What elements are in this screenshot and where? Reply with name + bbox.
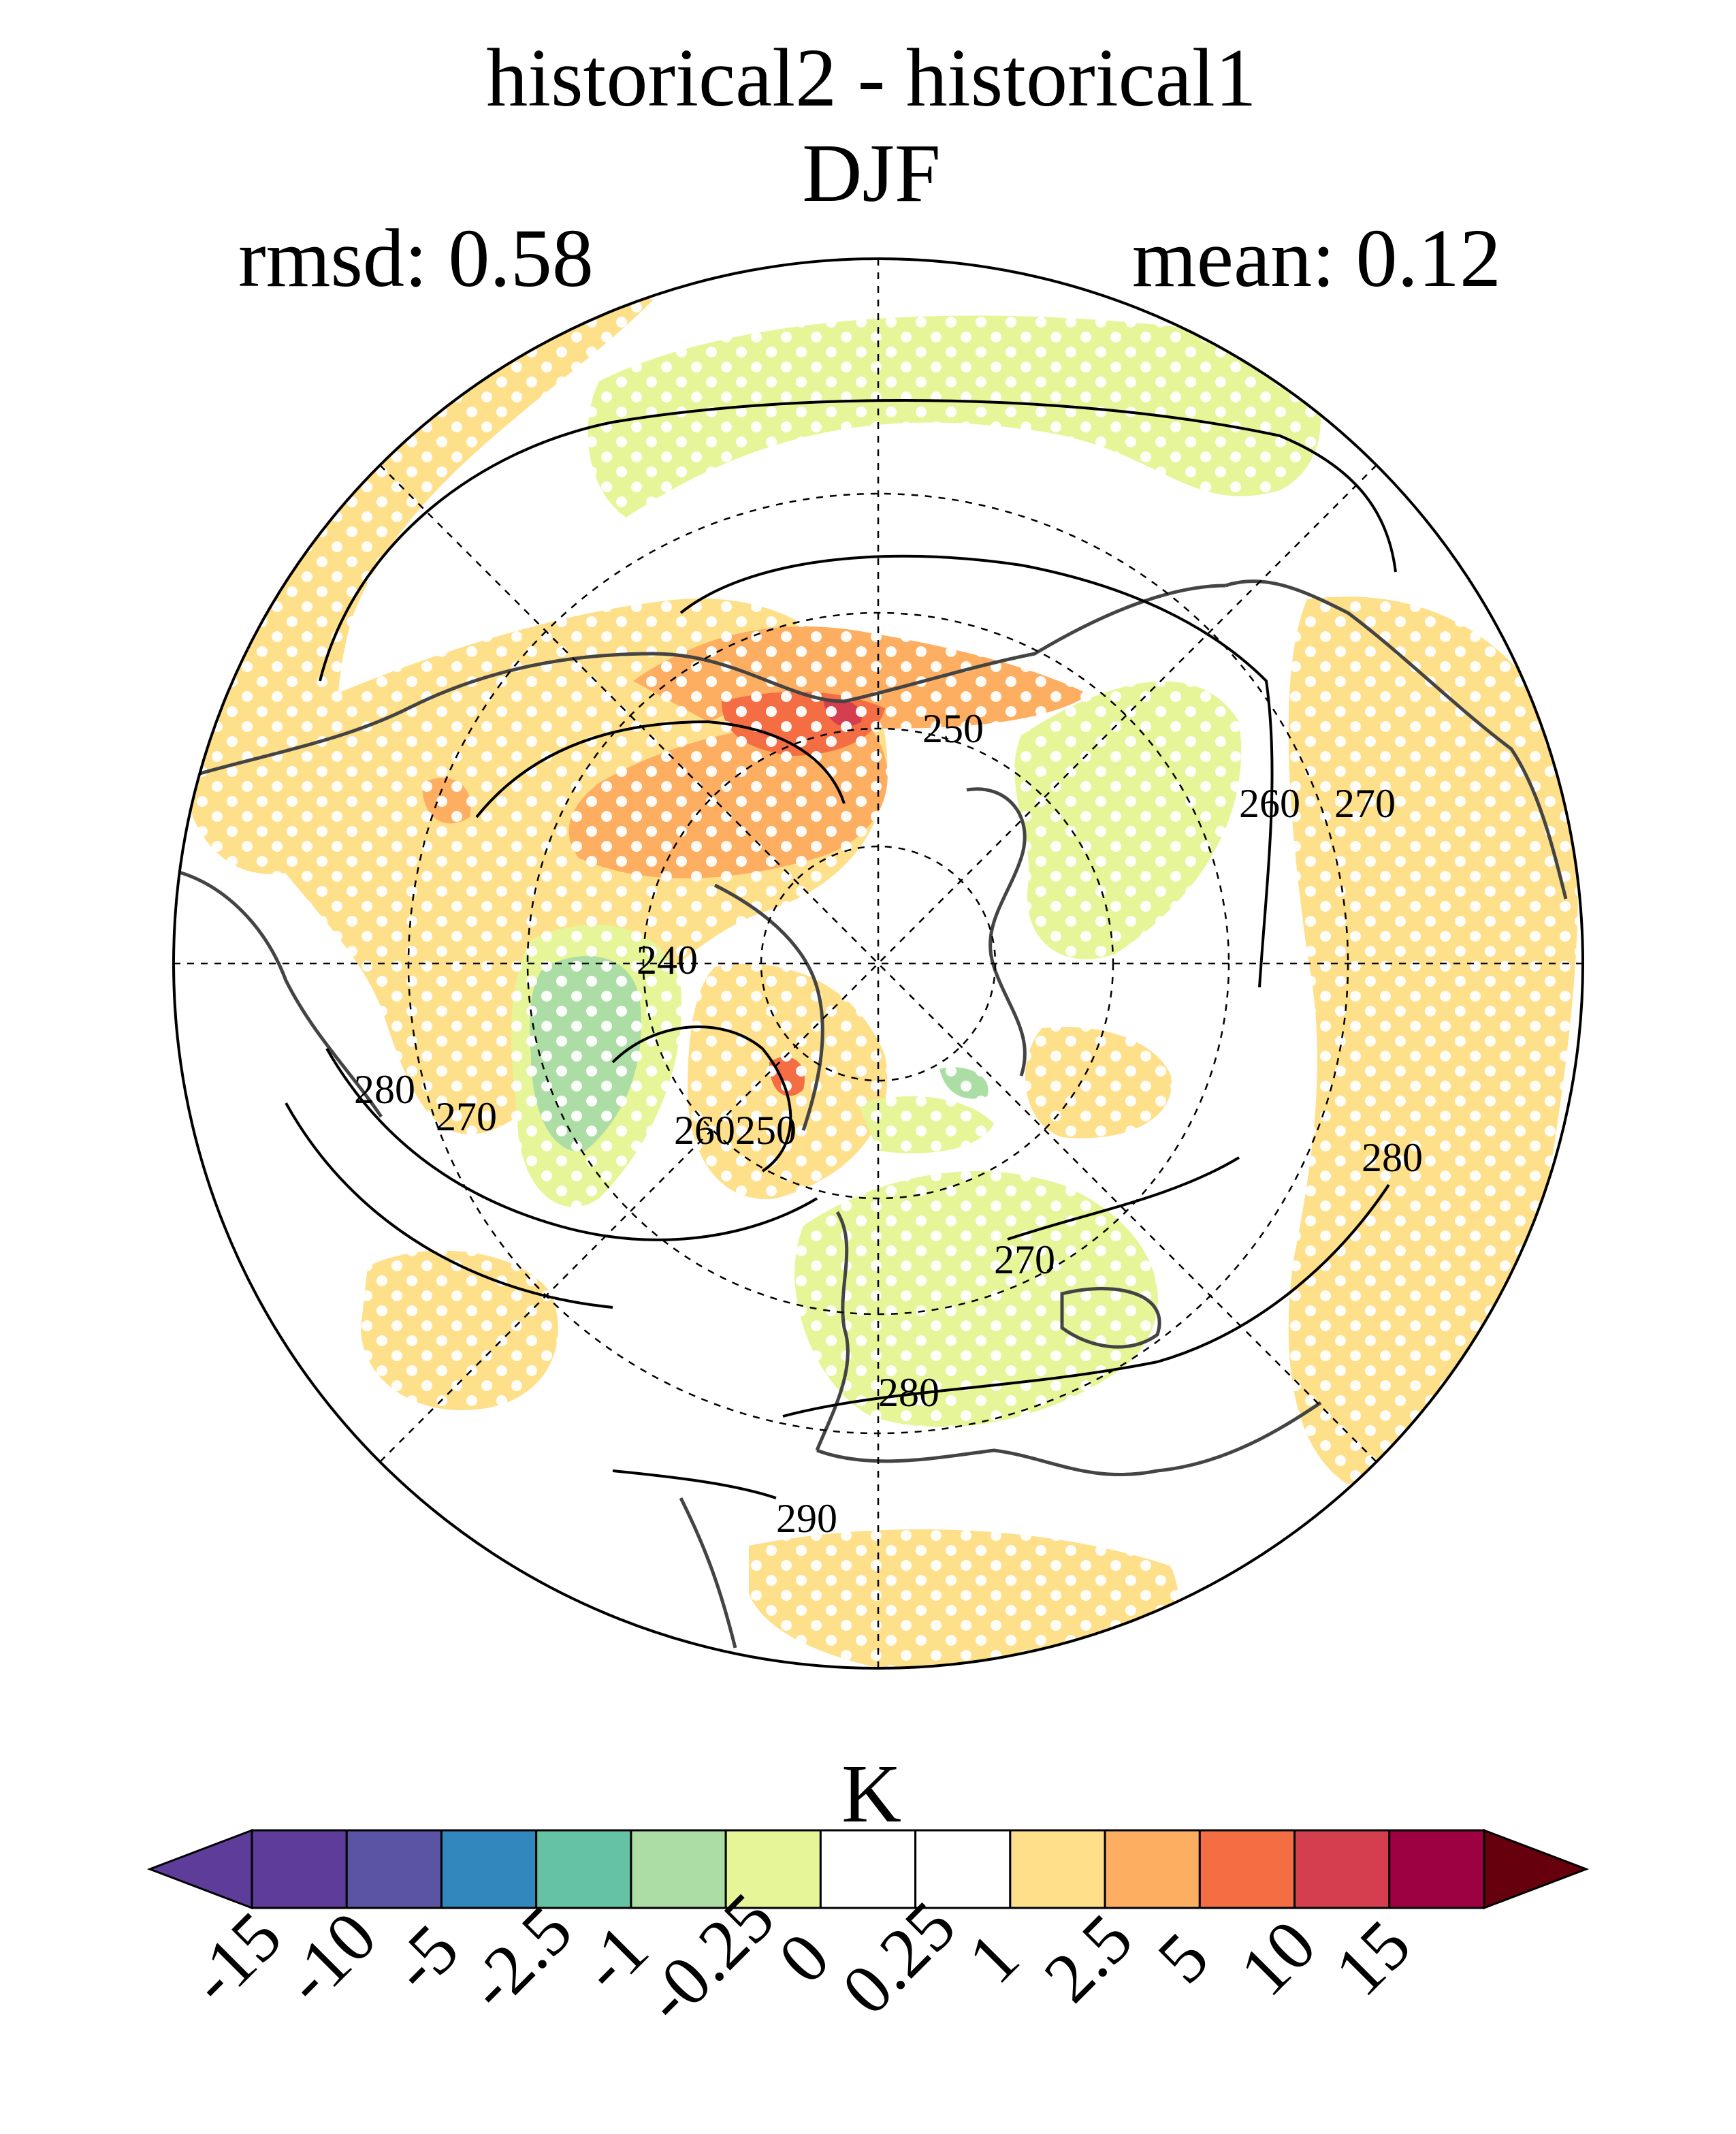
contour-label: 290 [776, 1496, 837, 1541]
significance-stipple [174, 259, 1583, 1668]
contour-label: 250 [922, 706, 984, 751]
contour-label: 280 [878, 1370, 939, 1415]
colorbar-tick-label: 0 [764, 1918, 844, 1998]
colorbar-tick-label: -5 [376, 1909, 474, 2007]
colorbar-box [1198, 1829, 1296, 1909]
contour-label: 260 [674, 1108, 735, 1153]
contour-label: 240 [637, 938, 698, 983]
contour-label: 280 [1362, 1135, 1423, 1180]
map-boundary [172, 257, 1584, 1670]
graticule [174, 259, 1583, 1668]
colorbar-box [1009, 1829, 1106, 1909]
colorbar-box [440, 1829, 538, 1909]
coastlines [176, 579, 1568, 1649]
colorbar-tick-label: 5 [1143, 1918, 1223, 1998]
colorbar-box [1293, 1829, 1391, 1909]
mean-label: mean: 0.12 [1132, 212, 1501, 304]
colorbar-box [1104, 1829, 1201, 1909]
colorbar-over-arrow [1483, 1828, 1590, 1910]
colorbar-tick-label: -10 [269, 1897, 391, 2019]
colorbar-box [630, 1829, 727, 1909]
contour-label: 270 [994, 1237, 1055, 1282]
colorbar-box [819, 1829, 917, 1909]
contour-label: 270 [436, 1094, 497, 1139]
colorbar-box [345, 1829, 443, 1909]
season-label: DJF [802, 127, 940, 219]
colorbar-box [535, 1829, 632, 1909]
colorbar-unit: K [841, 1748, 901, 1840]
colorbar-tick-label: 2.5 [1029, 1899, 1147, 2017]
colorbar-boxes [251, 1829, 1485, 1909]
colorbar-box [1388, 1829, 1485, 1909]
contour-label: 270 [1334, 781, 1396, 826]
colorbar-under-arrow [146, 1828, 253, 1910]
rmsd-label: rmsd: 0.58 [238, 212, 594, 304]
colorbar-box [251, 1829, 348, 1909]
contour-label: 250 [735, 1108, 797, 1153]
climatology-contours [285, 398, 1397, 1499]
colorbar-tick-label: -2.5 [452, 1891, 587, 2026]
colorbar-tick-label: 10 [1225, 1905, 1331, 2011]
contour-labels: 250 260 270 240 280 270 260 250 280 270 … [354, 706, 1423, 1541]
polar-map: 250 260 270 240 280 270 260 250 280 270 … [172, 257, 1584, 1670]
contour-label: 260 [1239, 781, 1300, 826]
colorbar-box [724, 1829, 822, 1909]
contour-label: 280 [354, 1067, 415, 1112]
map-title: historical2 - historical1 [486, 32, 1257, 124]
colorbar-box [914, 1829, 1012, 1909]
colorbar-tick-label: 1 [953, 1918, 1033, 1998]
colorbar-tick-label: 15 [1320, 1905, 1426, 2011]
